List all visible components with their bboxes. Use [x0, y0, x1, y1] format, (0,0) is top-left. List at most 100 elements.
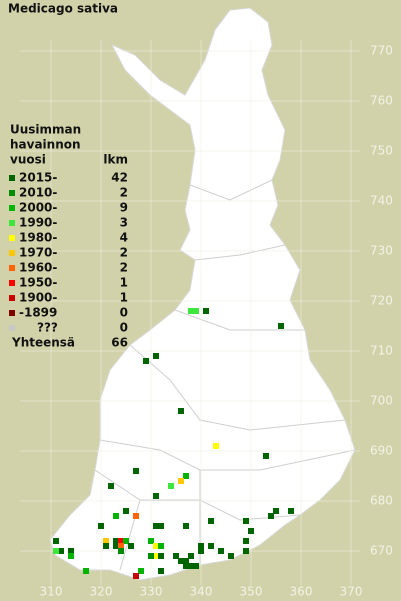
y-label: 730: [370, 244, 393, 258]
legend-swatch: [9, 325, 15, 331]
occurrence-square: [178, 408, 184, 414]
y-label: 770: [370, 44, 393, 58]
occurrence-squares: [53, 308, 294, 579]
y-label: 680: [370, 494, 393, 508]
occurrence-square: [193, 563, 199, 569]
occurrence-square: [188, 563, 194, 569]
x-label: 350: [240, 585, 263, 599]
total-label: Yhteensä: [11, 336, 75, 350]
legend-swatch: [9, 295, 15, 301]
occurrence-square: [108, 483, 114, 489]
legend-label: 1980-: [19, 231, 57, 245]
occurrence-square: [153, 523, 159, 529]
y-label: 690: [370, 444, 393, 458]
occurrence-square: [173, 553, 179, 559]
legend-label: -1899: [19, 306, 57, 320]
occurrence-square: [228, 553, 234, 559]
legend-label: 1970-: [19, 246, 57, 260]
legend-label: 1990-: [19, 216, 57, 230]
occurrence-square: [268, 513, 274, 519]
occurrence-square: [123, 508, 129, 514]
occurrence-square: [98, 523, 104, 529]
legend-label: 1950-: [19, 276, 57, 290]
occurrence-square: [208, 518, 214, 524]
occurrence-square: [158, 523, 164, 529]
legend-count: 9: [120, 201, 128, 215]
occurrence-square: [273, 508, 279, 514]
legend-count: 0: [120, 306, 128, 320]
legend-count: 3: [120, 216, 128, 230]
legend-count: 1: [120, 291, 128, 305]
occurrence-square: [278, 323, 284, 329]
legend-heading: Uusimman: [10, 123, 81, 137]
x-label: 320: [90, 585, 113, 599]
x-label: 370: [340, 585, 363, 599]
occurrence-square: [153, 543, 159, 549]
total-count: 66: [111, 336, 128, 350]
legend-count: 2: [120, 186, 128, 200]
y-label: 760: [370, 94, 393, 108]
legend-swatch: [9, 265, 15, 271]
x-label: 310: [40, 585, 63, 599]
occurrence-square: [113, 513, 119, 519]
occurrence-square: [103, 538, 109, 544]
occurrence-square: [118, 543, 124, 549]
legend-count: 2: [120, 261, 128, 275]
legend-count: 0: [120, 321, 128, 335]
occurrence-square: [123, 538, 129, 544]
occurrence-square: [83, 568, 89, 574]
occurrence-square: [133, 513, 139, 519]
y-label: 740: [370, 194, 393, 208]
y-label: 700: [370, 394, 393, 408]
occurrence-square: [143, 358, 149, 364]
legend-swatch: [9, 175, 15, 181]
occurrence-square: [243, 518, 249, 524]
legend-count: 1: [120, 276, 128, 290]
occurrence-square: [158, 553, 164, 559]
occurrence-square: [183, 558, 189, 564]
occurrence-square: [208, 543, 214, 549]
region-borders: [94, 179, 356, 571]
occurrence-square: [68, 553, 74, 559]
legend-count: 4: [120, 231, 128, 245]
occurrence-square: [168, 483, 174, 489]
occurrence-square: [193, 308, 199, 314]
occurrence-square: [158, 543, 164, 549]
legend-label: ???: [37, 321, 58, 335]
occurrence-square: [153, 493, 159, 499]
y-label: 750: [370, 144, 393, 158]
legend-swatch: [9, 250, 15, 256]
occurrence-square: [198, 543, 204, 549]
occurrence-square: [288, 508, 294, 514]
occurrence-square: [178, 558, 184, 564]
legend-label: 2015-: [19, 171, 57, 185]
occurrence-square: [68, 548, 74, 554]
y-label: 720: [370, 294, 393, 308]
legend-swatch: [9, 190, 15, 196]
occurrence-square: [118, 538, 124, 544]
legend-swatch: [9, 235, 15, 241]
occurrence-square: [148, 538, 154, 544]
occurrence-square: [243, 538, 249, 544]
legend-count: 42: [111, 171, 128, 185]
legend-count: 2: [120, 246, 128, 260]
occurrence-square: [198, 548, 204, 554]
occurrence-square: [188, 308, 194, 314]
y-label: 710: [370, 344, 393, 358]
occurrence-square: [113, 538, 119, 544]
occurrence-square: [243, 548, 249, 554]
occurrence-square: [213, 443, 219, 449]
legend-label: 1960-: [19, 261, 57, 275]
occurrence-square: [218, 548, 224, 554]
legend-swatch: [9, 205, 15, 211]
x-label: 360: [290, 585, 313, 599]
occurrence-square: [203, 308, 209, 314]
occurrence-square: [183, 523, 189, 529]
legend-label: 1900-: [19, 291, 57, 305]
occurrence-square: [113, 543, 119, 549]
occurrence-square: [138, 568, 144, 574]
title: Medicago sativa: [8, 2, 118, 16]
occurrence-square: [178, 478, 184, 484]
occurrence-square: [118, 548, 124, 554]
